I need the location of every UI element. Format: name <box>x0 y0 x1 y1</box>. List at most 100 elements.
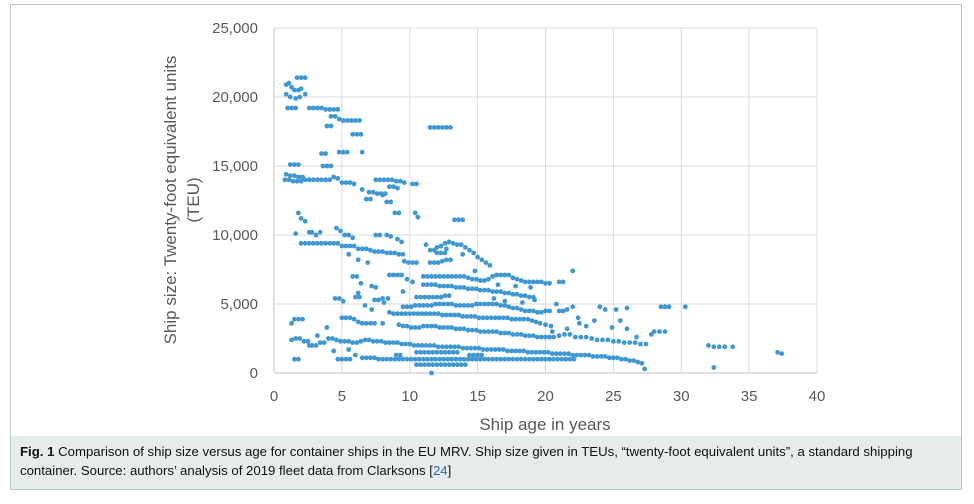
y-tick-label: 5,000 <box>220 296 258 313</box>
y-tick-label: 0 <box>250 365 258 382</box>
data-point <box>465 286 471 292</box>
data-point <box>452 312 457 318</box>
data-point <box>453 303 459 308</box>
data-point <box>416 325 422 330</box>
data-point <box>321 340 327 345</box>
data-point <box>287 162 293 168</box>
data-point <box>323 151 328 157</box>
data-point <box>430 294 436 300</box>
data-point <box>427 311 433 317</box>
data-point <box>506 330 512 336</box>
data-point <box>494 272 499 278</box>
data-point <box>293 96 299 101</box>
data-point <box>392 356 398 362</box>
data-point <box>456 217 461 223</box>
data-point <box>530 279 536 285</box>
data-point <box>450 240 456 246</box>
data-point <box>351 316 357 322</box>
data-point <box>558 351 563 357</box>
data-point <box>415 214 421 220</box>
data-point <box>347 243 353 249</box>
data-point <box>498 289 504 294</box>
caption-reference-link[interactable]: 24 <box>432 463 448 478</box>
data-point <box>328 163 334 169</box>
data-point <box>403 341 409 347</box>
data-point <box>286 177 292 183</box>
data-point <box>509 316 514 322</box>
data-point <box>358 280 364 286</box>
data-point <box>335 240 341 246</box>
data-point <box>351 243 357 249</box>
data-point <box>426 349 432 355</box>
data-point <box>425 282 430 288</box>
data-point <box>480 315 486 321</box>
data-point <box>419 311 425 317</box>
data-point <box>286 80 292 86</box>
data-point <box>559 356 565 362</box>
data-point <box>420 282 426 288</box>
data-point <box>335 176 341 181</box>
data-point <box>560 279 566 285</box>
data-point <box>368 247 373 253</box>
data-point <box>292 173 297 179</box>
data-point <box>535 356 540 362</box>
data-point <box>346 338 352 344</box>
data-point <box>460 345 466 351</box>
data-point <box>315 333 320 339</box>
data-point <box>779 351 785 357</box>
data-point <box>518 356 524 362</box>
data-point <box>486 329 491 334</box>
data-point <box>530 308 536 314</box>
data-point <box>401 180 407 186</box>
data-point <box>473 327 479 333</box>
data-point <box>473 301 479 307</box>
data-point <box>414 349 419 355</box>
data-point <box>331 240 337 246</box>
data-point <box>412 303 418 308</box>
data-point <box>336 116 342 122</box>
data-point <box>427 343 433 348</box>
data-point <box>498 356 504 362</box>
data-point <box>380 296 385 301</box>
data-point <box>300 316 305 322</box>
data-point <box>381 177 387 183</box>
data-point <box>422 362 428 368</box>
data-point <box>393 178 399 184</box>
data-point <box>547 334 552 340</box>
data-point <box>287 94 293 100</box>
x-tick-label: 5 <box>338 388 346 405</box>
data-point <box>448 257 453 263</box>
data-point <box>570 352 576 358</box>
data-point <box>467 247 472 253</box>
data-point <box>438 349 444 355</box>
data-point <box>477 356 483 362</box>
data-point <box>388 199 394 205</box>
data-point <box>429 274 434 279</box>
data-point <box>431 343 437 348</box>
caption-text-end: ] <box>447 463 452 478</box>
data-point <box>446 293 452 299</box>
data-point <box>363 320 369 326</box>
data-point <box>453 274 459 279</box>
data-point <box>414 362 419 368</box>
x-tick-label: 15 <box>469 388 486 405</box>
x-tick-label: 10 <box>401 388 418 405</box>
data-point <box>324 325 330 330</box>
data-point <box>407 311 413 317</box>
data-point <box>473 286 479 292</box>
data-point <box>340 118 346 123</box>
data-point <box>566 351 571 357</box>
data-point <box>662 329 668 334</box>
data-point <box>535 279 540 285</box>
data-point <box>467 352 472 358</box>
y-tick-label: 15,000 <box>212 158 258 175</box>
data-point <box>522 356 528 362</box>
data-point <box>343 243 349 249</box>
data-point <box>510 275 516 281</box>
data-point <box>311 105 316 111</box>
data-point <box>283 171 289 177</box>
data-point <box>429 303 434 308</box>
data-point <box>450 349 456 355</box>
data-point <box>420 303 426 308</box>
data-point <box>404 304 410 310</box>
